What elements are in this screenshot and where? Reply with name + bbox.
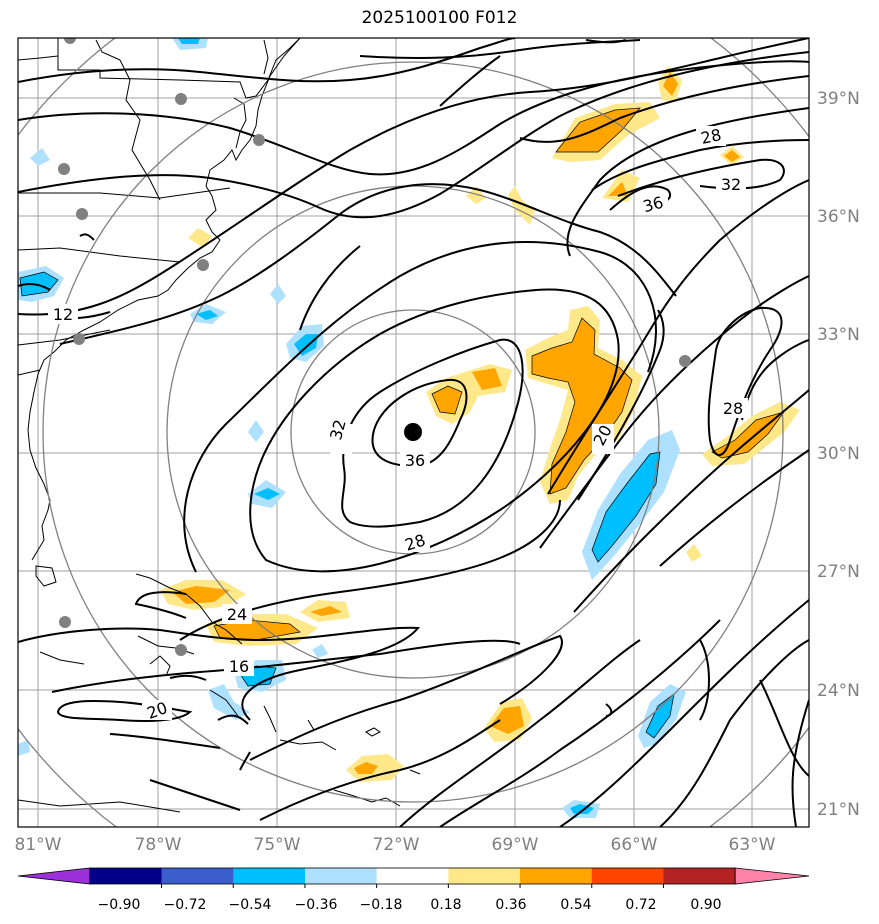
contour-label-group: 12 24 16 20 32 36 28 20 28 32 36 28 [48, 125, 748, 723]
colorbar-segment [663, 868, 736, 884]
lon-label: 81°W [15, 835, 62, 855]
lat-label: 27°N [817, 562, 860, 582]
lon-label: 63°W [729, 835, 776, 855]
contour-label: 28 [699, 125, 723, 148]
colorbar-tick-label: −0.90 [98, 897, 141, 913]
contour-label: 12 [53, 305, 73, 324]
lat-label: 39°N [817, 89, 860, 109]
colorbar-tick-label: 0.36 [495, 897, 526, 913]
lon-label: 66°W [611, 835, 658, 855]
lat-label: 30°N [817, 444, 860, 464]
longitude-labels: 81°W 78°W 75°W 72°W 69°W 66°W 63°W [15, 835, 776, 855]
shading-outlines [19, 107, 785, 739]
contour-label: 28 [723, 399, 743, 418]
colorbar-segment [520, 868, 593, 884]
colorbar-segment [89, 868, 163, 884]
contour-label: 32 [326, 417, 350, 442]
colorbar-tick-label: 0.54 [560, 897, 591, 913]
contour-label: 24 [227, 605, 247, 624]
lat-label: 24°N [817, 681, 860, 701]
negative-shading [18, 38, 686, 818]
colorbar-segment [591, 868, 664, 884]
contour-lines [18, 38, 809, 827]
lat-label: 36°N [817, 207, 860, 227]
latitude-labels: 39°N 36°N 33°N 30°N 27°N 24°N 21°N [817, 89, 860, 820]
contour-label: 32 [721, 175, 741, 194]
colorbar [17, 867, 810, 888]
contour-label: 16 [229, 657, 249, 676]
map-title: 2025100100 F012 [361, 8, 518, 28]
colorbar-tick-label: 0.18 [430, 897, 461, 913]
lat-label: 33°N [817, 325, 860, 345]
contour-label: 36 [405, 451, 425, 470]
station-markers [58, 38, 691, 656]
lon-label: 78°W [135, 835, 182, 855]
map-frame [17, 37, 810, 828]
colorbar-outline [89, 867, 736, 885]
lon-label: 75°W [254, 835, 301, 855]
colorbar-segment [161, 868, 234, 884]
colorbar-ticks: −0.90 −0.72 −0.54 −0.36 −0.18 0.18 0.36 … [98, 897, 722, 913]
lon-label: 69°W [492, 835, 539, 855]
colorbar-tick-label: −0.54 [229, 897, 272, 913]
colorbar-extend-min [17, 867, 91, 885]
lon-label: 72°W [373, 835, 420, 855]
colorbar-extend-max [734, 867, 810, 885]
colorbar-tick-label: −0.72 [164, 897, 207, 913]
storm-center-marker [404, 423, 422, 441]
colorbar-segment [233, 868, 306, 884]
colorbar-segment [304, 868, 378, 884]
colorbar-segment [448, 868, 521, 884]
lat-label: 21°N [817, 800, 860, 820]
colorbar-tick-label: −0.18 [360, 897, 403, 913]
colorbar-tick-label: −0.36 [295, 897, 338, 913]
colorbar-tick-label: 0.90 [690, 897, 721, 913]
contour-label: 36 [641, 193, 666, 217]
colorbar-segment [376, 868, 449, 884]
colorbar-tick-label: 0.72 [625, 897, 656, 913]
